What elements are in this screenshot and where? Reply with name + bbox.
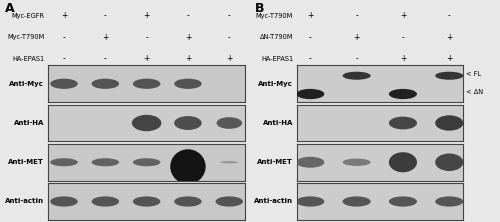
- Ellipse shape: [50, 196, 78, 207]
- Text: A: A: [5, 2, 15, 15]
- Text: ΔN-T790M: ΔN-T790M: [260, 34, 293, 40]
- Text: Anti-Myc: Anti-Myc: [10, 81, 44, 87]
- Text: +: +: [185, 54, 191, 63]
- Text: Anti-HA: Anti-HA: [262, 120, 293, 126]
- Ellipse shape: [296, 196, 324, 207]
- Ellipse shape: [132, 115, 162, 131]
- Ellipse shape: [296, 89, 324, 99]
- Ellipse shape: [435, 153, 464, 171]
- Text: < ΔN: < ΔN: [466, 89, 482, 95]
- Ellipse shape: [174, 79, 202, 89]
- Text: Anti-Myc: Anti-Myc: [258, 81, 293, 87]
- Text: Myc-EGFR: Myc-EGFR: [11, 12, 44, 19]
- Ellipse shape: [133, 196, 160, 207]
- Ellipse shape: [435, 115, 464, 131]
- Ellipse shape: [220, 161, 238, 163]
- Text: +: +: [400, 11, 406, 20]
- Text: +: +: [144, 11, 150, 20]
- Text: +: +: [226, 54, 232, 63]
- Text: -: -: [355, 54, 358, 63]
- Ellipse shape: [170, 149, 205, 184]
- Text: -: -: [104, 11, 106, 20]
- Text: -: -: [186, 11, 190, 20]
- Ellipse shape: [342, 72, 370, 80]
- Text: -: -: [448, 11, 450, 20]
- Ellipse shape: [133, 158, 160, 166]
- Ellipse shape: [216, 117, 242, 129]
- Text: -: -: [309, 33, 312, 42]
- Text: -: -: [146, 33, 148, 42]
- Ellipse shape: [50, 158, 78, 166]
- Text: +: +: [307, 11, 314, 20]
- Ellipse shape: [216, 196, 243, 207]
- Text: +: +: [61, 11, 67, 20]
- Text: -: -: [355, 11, 358, 20]
- Ellipse shape: [342, 159, 370, 166]
- Text: -: -: [104, 54, 106, 63]
- Text: +: +: [144, 54, 150, 63]
- Text: +: +: [446, 54, 452, 63]
- Ellipse shape: [342, 196, 370, 207]
- Ellipse shape: [296, 157, 324, 168]
- Text: -: -: [228, 33, 230, 42]
- Text: Myc-T790M: Myc-T790M: [7, 34, 44, 40]
- Ellipse shape: [435, 196, 464, 207]
- Ellipse shape: [133, 79, 160, 89]
- Text: Anti-actin: Anti-actin: [6, 198, 44, 204]
- Text: -: -: [62, 54, 66, 63]
- Text: -: -: [402, 33, 404, 42]
- Text: Anti-MET: Anti-MET: [257, 159, 293, 165]
- Text: +: +: [102, 33, 108, 42]
- Text: Myc-T790M: Myc-T790M: [256, 12, 293, 19]
- Text: < FL: < FL: [466, 71, 480, 77]
- Text: Anti-MET: Anti-MET: [8, 159, 44, 165]
- Text: -: -: [62, 33, 66, 42]
- Text: +: +: [400, 54, 406, 63]
- Text: HA-EPAS1: HA-EPAS1: [261, 56, 293, 62]
- Text: +: +: [354, 33, 360, 42]
- Ellipse shape: [389, 152, 417, 172]
- Text: +: +: [446, 33, 452, 42]
- Text: B: B: [255, 2, 264, 15]
- Text: -: -: [309, 54, 312, 63]
- Ellipse shape: [92, 79, 119, 89]
- Ellipse shape: [389, 89, 417, 99]
- Ellipse shape: [389, 117, 417, 129]
- Text: HA-EPAS1: HA-EPAS1: [12, 56, 44, 62]
- Ellipse shape: [50, 79, 78, 89]
- Ellipse shape: [92, 158, 119, 166]
- Ellipse shape: [174, 116, 202, 130]
- Text: -: -: [228, 11, 230, 20]
- Text: +: +: [185, 33, 191, 42]
- Ellipse shape: [389, 196, 417, 207]
- Text: Anti-actin: Anti-actin: [254, 198, 293, 204]
- Ellipse shape: [92, 196, 119, 207]
- Ellipse shape: [174, 196, 202, 207]
- Text: Anti-HA: Anti-HA: [14, 120, 44, 126]
- Ellipse shape: [435, 72, 464, 80]
